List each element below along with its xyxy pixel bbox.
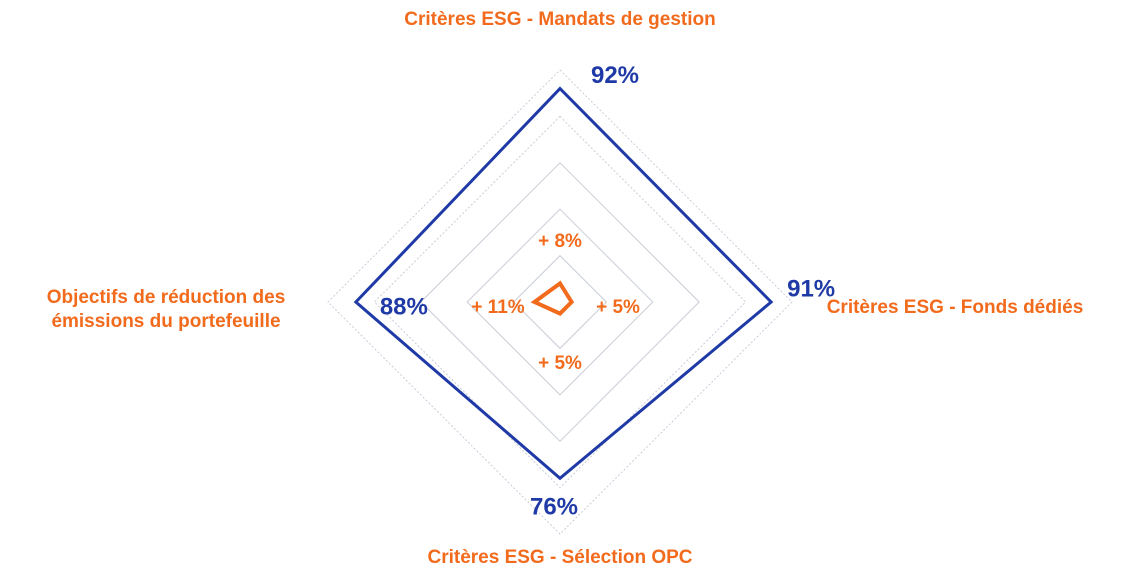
series-line	[353, 86, 774, 481]
grid-ring	[327, 69, 793, 535]
category-label: Critères ESG - Sélection OPC	[427, 547, 693, 568]
grid-ring	[512, 254, 608, 350]
series-line	[530, 280, 575, 316]
data-label: + 5%	[596, 297, 640, 318]
category-label: Objectifs de réduction des émissions du …	[46, 287, 286, 332]
data-label: + 11%	[471, 297, 524, 318]
data-label: 91%	[787, 275, 835, 302]
data-label: 88%	[380, 293, 428, 320]
data-label: + 5%	[538, 353, 582, 374]
grid-ring	[466, 208, 654, 396]
category-label: Critères ESG - Mandats de gestion	[404, 9, 716, 30]
data-label: 92%	[591, 62, 639, 89]
data-label: 76%	[530, 494, 578, 521]
grid-ring	[420, 162, 700, 442]
data-label: + 8%	[538, 231, 582, 252]
grid-ring	[373, 115, 747, 489]
category-label: Critères ESG - Fonds dédiés	[826, 297, 1084, 318]
